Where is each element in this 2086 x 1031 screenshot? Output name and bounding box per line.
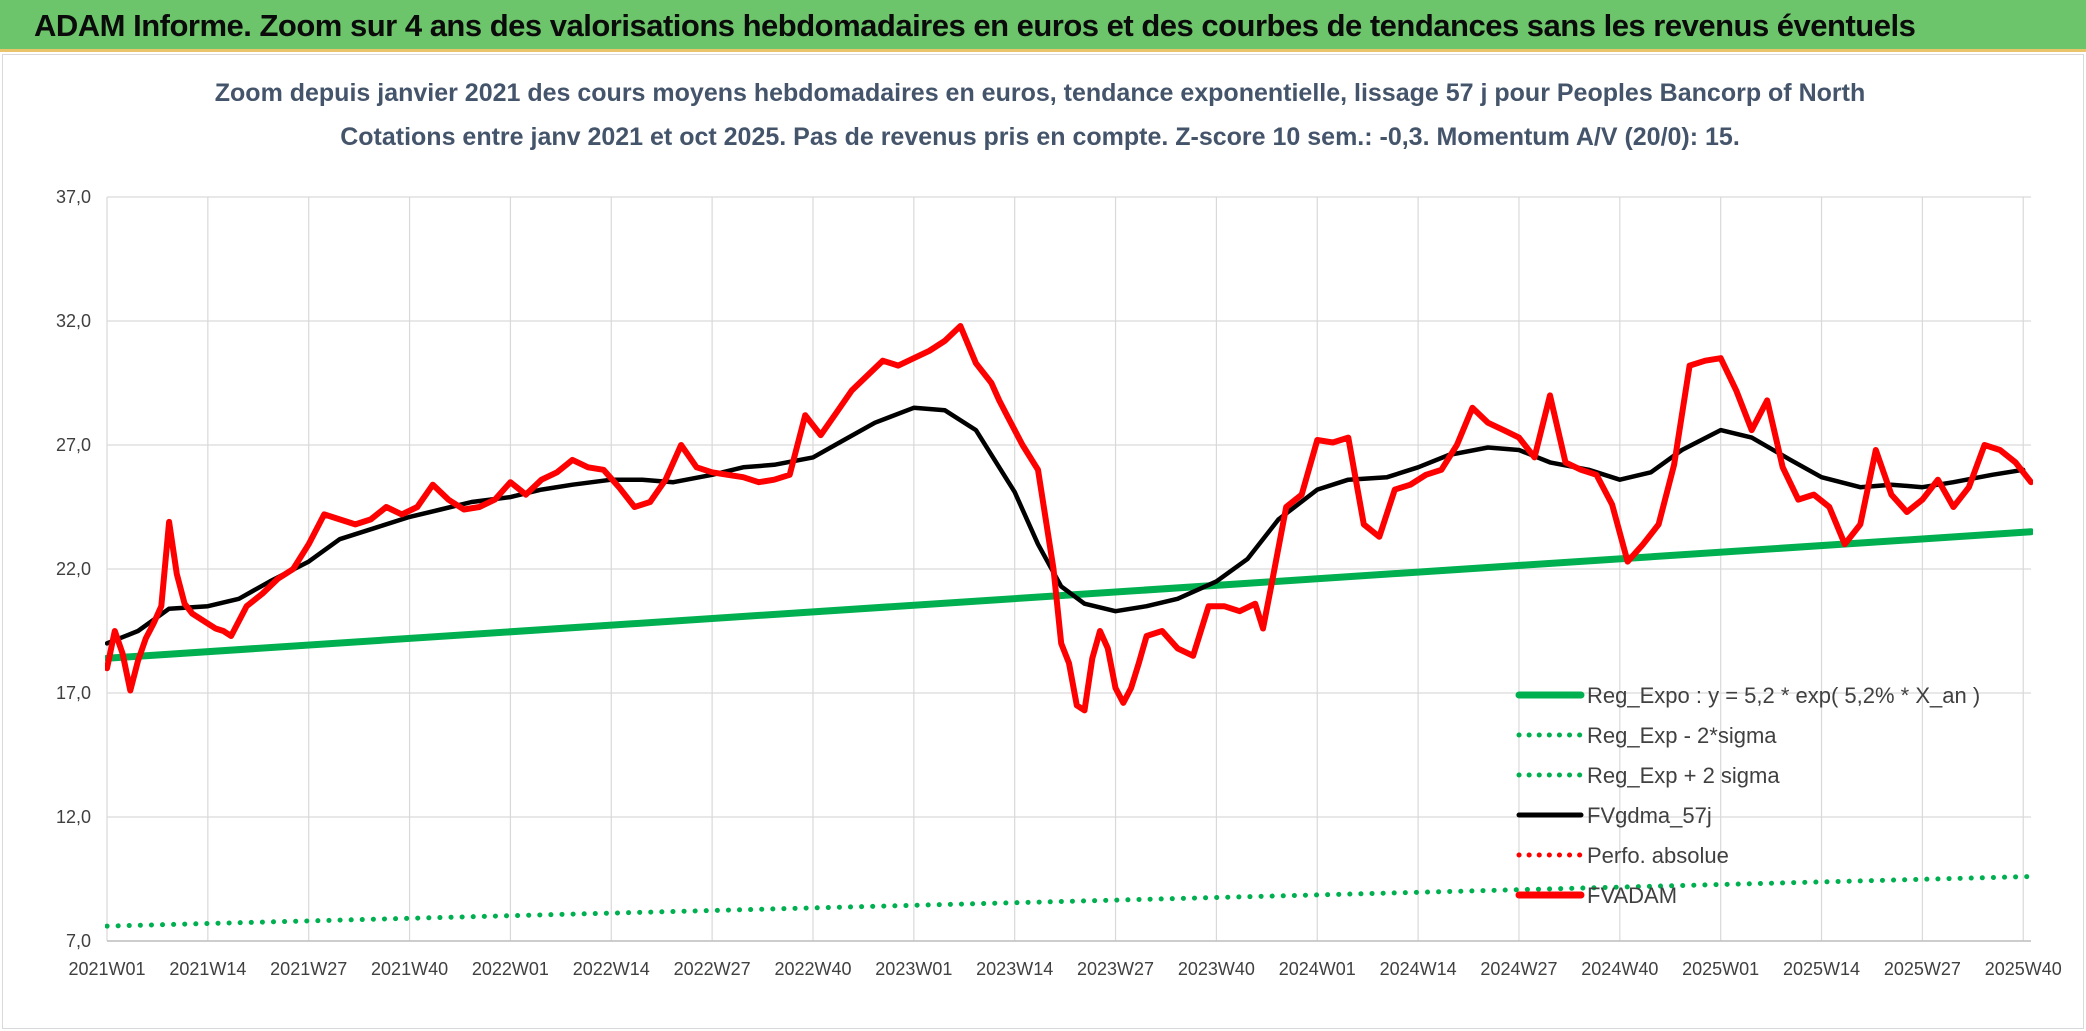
legend-label-perfo-absolue: Perfo. absolue [1587, 843, 1729, 868]
y-tick-label: 17,0 [56, 683, 91, 703]
legend-label-fvadam: FVADAM [1587, 883, 1677, 908]
page-title: ADAM Informe. Zoom sur 4 ans des valoris… [34, 8, 1916, 43]
legend: Reg_Expo : y = 5,2 * exp( 5,2% * X_an ) R… [1515, 683, 1980, 908]
header-banner: ADAM Informe. Zoom sur 4 ans des valoris… [0, 0, 2086, 52]
x-tick-label: 2023W01 [875, 959, 952, 979]
y-tick-label: 7,0 [66, 931, 91, 951]
x-tick-label: 2022W01 [472, 959, 549, 979]
x-tick-label: 2025W14 [1783, 959, 1860, 979]
line-chart: 7,012,017,022,027,032,037,0 2021W01 2021W… [56, 79, 2062, 979]
y-tick-label: 22,0 [56, 559, 91, 579]
series-line-reg-expo-y-5-2-exp-5-2-x-an [105, 528, 2033, 662]
x-tick-label: 2025W27 [1884, 959, 1961, 979]
y-tick-label: 27,0 [56, 435, 91, 455]
x-tick-label: 2023W40 [1178, 959, 1255, 979]
legend-label-reg-exp-2-sigma: Reg_Exp - 2*sigma [1587, 723, 1777, 748]
title-background [261, 83, 1821, 169]
x-axis-ticks: 2021W01 2021W14 2021W27 2021W40 2022W01 2022W… [68, 959, 2061, 979]
chart-title: Zoom depuis janvier 2021 des cours moyen… [215, 79, 1865, 107]
series-line-fvadam [105, 323, 2033, 714]
legend-label-reg-exp-2-sigma: Reg_Exp + 2 sigma [1587, 763, 1780, 788]
x-tick-label: 2021W14 [169, 959, 246, 979]
x-tick-label: 2023W27 [1077, 959, 1154, 979]
x-tick-label: 2024W27 [1480, 959, 1557, 979]
x-tick-label: 2022W40 [774, 959, 851, 979]
series-layer [105, 323, 2033, 929]
x-tick-label: 2024W14 [1380, 959, 1457, 979]
chart-subtitle: Cotations entre janv 2021 et oct 2025. P… [340, 123, 1740, 151]
x-tick-label: 2021W01 [68, 959, 145, 979]
y-tick-label: 37,0 [56, 187, 91, 207]
x-tick-label: 2022W27 [674, 959, 751, 979]
legend-label-fvgdma-57j: FVgdma_57j [1587, 803, 1712, 828]
y-axis-ticks: 7,0 12,0 17,0 22,0 27,0 32,0 37,0 [56, 187, 91, 951]
series-line-reg-exp-2-sigma [105, 874, 2033, 929]
x-tick-label: 2025W40 [1985, 959, 2062, 979]
y-tick-label: 12,0 [56, 807, 91, 827]
chart-frame: 7,0 12,0 17,0 22,0 27,0 32,0 37,0 2021W01 2021W… [2, 54, 2084, 1029]
x-tick-label: 2023W14 [976, 959, 1053, 979]
x-tick-label: 2022W14 [573, 959, 650, 979]
grid-lines [106, 196, 2031, 942]
legend-label-reg-expo-y-5-2-exp-5-2-x-an: Reg_Expo : y = 5,2 * exp( 5,2% * X_an ) [1587, 683, 1980, 708]
y-tick-label: 32,0 [56, 311, 91, 331]
x-tick-label: 2021W40 [371, 959, 448, 979]
x-tick-label: 2025W01 [1682, 959, 1759, 979]
x-tick-label: 2021W27 [270, 959, 347, 979]
x-tick-label: 2024W40 [1581, 959, 1658, 979]
series-line-fvgdma-57j [105, 405, 2026, 646]
x-tick-label: 2024W01 [1279, 959, 1356, 979]
